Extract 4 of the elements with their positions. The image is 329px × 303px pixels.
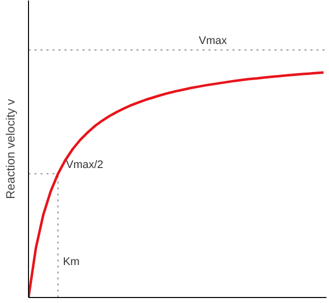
y-axis-title: Reaction velocity v bbox=[4, 98, 18, 200]
ref-line-label: Vmax bbox=[198, 35, 228, 47]
ref-line-label: Vmax/2 bbox=[66, 158, 104, 171]
annotation: Km bbox=[63, 256, 80, 268]
